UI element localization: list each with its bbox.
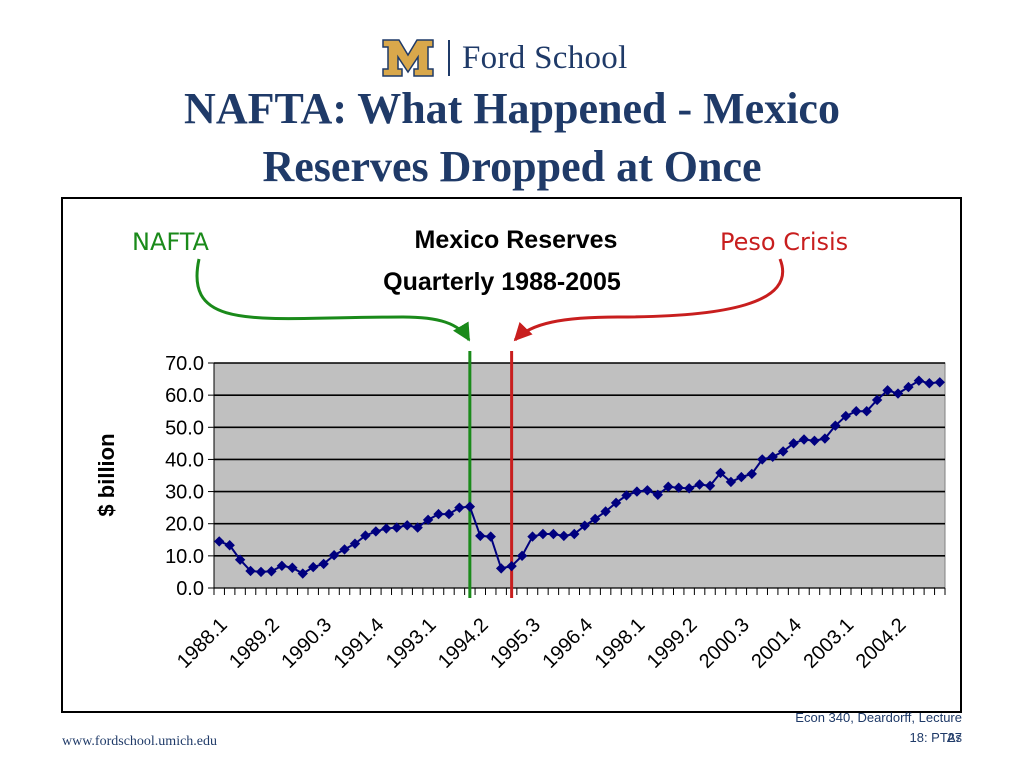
slide-title-line-1: NAFTA: What Happened - Mexico	[184, 84, 840, 133]
plot-area	[213, 362, 946, 589]
x-tick-label: 2003.1	[800, 614, 859, 673]
data-point	[548, 528, 559, 540]
footer-course: Econ 340, Deardorff, Lecture	[795, 710, 962, 725]
y-tick-label: 10.0	[165, 546, 204, 568]
data-point	[871, 394, 883, 406]
logo-divider	[448, 40, 450, 76]
x-tick-label: 1998.1	[591, 614, 650, 673]
peso-crisis-annotation: Peso Crisis	[720, 228, 848, 256]
data-point	[746, 468, 758, 480]
y-tick-label: 70.0	[165, 353, 204, 375]
logo-text: Ford School	[462, 39, 628, 76]
data-point	[934, 377, 945, 388]
data-point	[621, 490, 632, 501]
x-tick-label: 1990.3	[277, 614, 336, 673]
x-tick-label: 2001.4	[747, 614, 806, 673]
ford-school-logo: Ford School	[382, 38, 628, 78]
chart-title: Mexico Reserves	[415, 226, 618, 254]
data-point	[809, 435, 820, 446]
data-point	[297, 568, 308, 579]
data-point	[631, 486, 643, 497]
y-axis-label: $ billion	[94, 433, 119, 516]
footer-url: www.fordschool.umich.edu	[62, 734, 218, 749]
data-point	[401, 520, 413, 531]
data-point	[851, 406, 862, 417]
data-point	[475, 530, 486, 542]
data-point	[454, 502, 465, 513]
x-tick-label: 1996.4	[538, 614, 597, 673]
data-point	[642, 485, 653, 496]
data-point	[830, 420, 841, 431]
x-tick-label: 1993.1	[382, 614, 441, 673]
data-point	[673, 482, 684, 493]
y-axis-ticks: 0.0 10.0 20.0 30.0 40.0 50.0 60.0 70.0	[165, 353, 945, 600]
slide-title: NAFTA: What Happened - Mexico Reserves D…	[0, 80, 1024, 196]
data-point	[412, 522, 423, 533]
data-point	[924, 378, 935, 389]
x-tick-label: 1991.4	[330, 614, 389, 673]
data-point	[558, 530, 570, 542]
data-point	[840, 410, 851, 422]
data-point	[287, 562, 298, 573]
data-point	[694, 479, 705, 490]
data-point	[777, 446, 789, 457]
event-lines	[468, 351, 514, 598]
data-point	[339, 544, 350, 555]
data-point	[464, 501, 476, 512]
block-m-icon	[382, 39, 434, 77]
data-point	[234, 554, 246, 565]
y-tick-label: 30.0	[165, 482, 204, 504]
data-point	[391, 522, 402, 533]
x-tick-label: 1988.1	[173, 614, 232, 673]
data-point	[725, 476, 737, 488]
data-point	[683, 483, 695, 494]
x-tick-label: 1995.3	[486, 614, 545, 673]
footer-lecture-text: 18: PTAs	[909, 730, 962, 745]
data-point	[892, 388, 904, 399]
reserves-chart: 0.010.020.030.040.050.060.070.0 1988.119…	[94, 226, 946, 673]
y-tick-label: 60.0	[165, 385, 204, 407]
x-tick-label: 1999.2	[643, 614, 702, 673]
x-tick-label: 1989.2	[225, 614, 284, 673]
data-point	[537, 528, 549, 540]
data-point	[485, 531, 496, 542]
chart-subtitle: Quarterly 1988-2005	[383, 268, 621, 296]
data-point	[861, 406, 872, 417]
data-point	[663, 481, 674, 492]
x-tick-label: 1994.2	[434, 614, 493, 673]
peso-crisis-arrow	[513, 258, 785, 342]
page-number: 27	[947, 730, 962, 745]
data-point	[767, 451, 778, 463]
data-point	[757, 454, 768, 465]
y-tick-label: 40.0	[165, 449, 204, 471]
grid-lines	[214, 362, 945, 557]
data-point	[903, 381, 914, 393]
data-point	[882, 385, 893, 396]
data-point	[715, 467, 726, 479]
data-point	[652, 489, 664, 500]
data-point	[370, 526, 382, 537]
x-tick-label: 2000.3	[695, 614, 754, 673]
nafta-annotation: NAFTA	[132, 228, 210, 256]
footer-lecture: 18: PTAs 27	[909, 730, 962, 745]
y-tick-label: 50.0	[165, 417, 204, 439]
x-tick-label: 2004.2	[852, 614, 911, 673]
slide-title-line-2: Reserves Dropped at Once	[262, 142, 762, 191]
x-axis-ticks: 1988.11989.21990.31991.41993.11994.21995…	[173, 588, 946, 673]
data-point	[704, 480, 716, 491]
chart-frame: 0.0 10.0 20.0 30.0 40.0 50.0 60.0 70.0 1988.1 19…	[61, 197, 962, 713]
data-point	[798, 434, 810, 445]
data-point	[224, 540, 235, 551]
y-tick-label: 20.0	[165, 514, 204, 536]
data-point	[610, 497, 622, 509]
data-point	[913, 375, 925, 386]
nafta-arrow	[195, 258, 471, 342]
y-tick-label: 0.0	[176, 578, 204, 600]
data-point	[819, 433, 831, 444]
data-point	[736, 471, 747, 483]
data-point	[600, 506, 611, 517]
series-line	[218, 379, 940, 575]
data-point	[569, 528, 580, 540]
